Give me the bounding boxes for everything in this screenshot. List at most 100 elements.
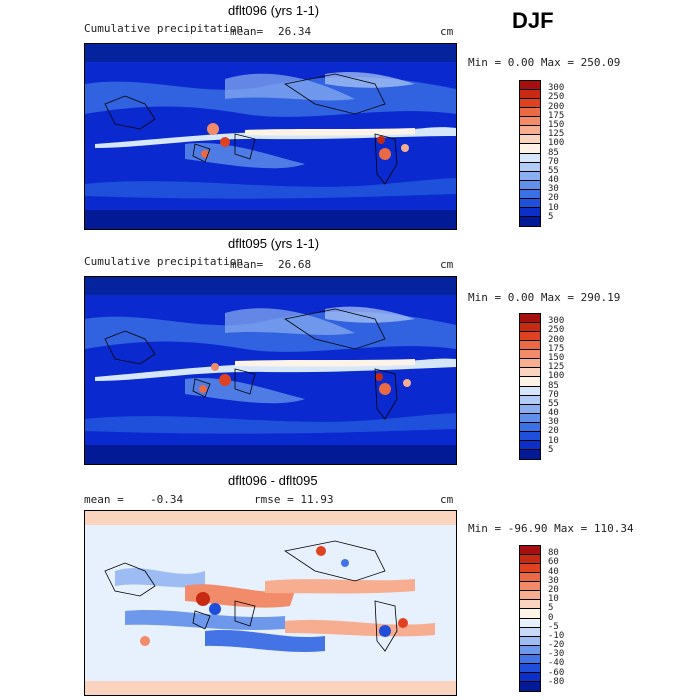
- colorbar-swatch: [520, 618, 540, 628]
- colorbar-swatch: [520, 180, 540, 190]
- colorbar-swatch: [520, 162, 540, 172]
- panel-1-colorbar: [519, 80, 541, 227]
- colorbar-swatch: [520, 368, 540, 378]
- panel-2-range: Min = 0.00 Max = 290.19: [468, 291, 621, 304]
- colorbar-swatch: [520, 573, 540, 583]
- season-label: DJF: [512, 8, 554, 33]
- colorbar-swatch: [520, 627, 540, 637]
- colorbar-tick-label: 20: [548, 193, 559, 204]
- colorbar-swatch: [520, 413, 540, 423]
- colorbar-swatch: [520, 609, 540, 619]
- colorbar-swatch: [520, 198, 540, 208]
- colorbar-tick-label: 70: [548, 389, 559, 400]
- panel-3-range: Min = -96.90 Max = 110.34: [468, 522, 634, 535]
- colorbar-swatch: [520, 99, 540, 109]
- colorbar-tick-label: 10: [548, 594, 559, 605]
- colorbar-tick-label: -30: [548, 649, 565, 660]
- colorbar-tick-label: -10: [548, 630, 565, 641]
- colorbar-swatch: [520, 90, 540, 100]
- colorbar-swatch: [520, 314, 540, 324]
- panel-3-units: cm: [440, 493, 454, 506]
- colorbar-tick-label: 175: [548, 343, 565, 354]
- panel-3-mean-value: -0.34: [150, 493, 184, 506]
- colorbar-tick-label: 30: [548, 575, 559, 586]
- colorbar-swatch: [520, 582, 540, 592]
- colorbar-tick-label: 85: [548, 147, 559, 158]
- colorbar-tick-label: 10: [548, 202, 559, 213]
- colorbar-swatch: [520, 81, 540, 91]
- colorbar-swatch: [520, 332, 540, 342]
- colorbar-tick-label: 150: [548, 352, 565, 363]
- panel-1-range: Min = 0.00 Max = 250.09: [468, 56, 621, 69]
- colorbar-tick-label: 10: [548, 435, 559, 446]
- colorbar-tick-label: 30: [548, 184, 559, 195]
- panel-1-stat-label: mean=: [230, 25, 264, 38]
- panel-1-map: [84, 43, 457, 230]
- panel-3-colorbar-labels: 80 60 40 30 20 10 5 0 -5 -10 -20 -30 -40 -60 -80: [548, 545, 578, 692]
- colorbar-swatch: [520, 663, 540, 673]
- colorbar-swatch: [520, 144, 540, 154]
- colorbar-tick-label: 300: [548, 83, 565, 94]
- colorbar-tick-label: 150: [548, 119, 565, 130]
- panel-2-colorbar: [519, 313, 541, 460]
- colorbar-swatch: [520, 681, 540, 691]
- colorbar-tick-label: 5: [548, 603, 554, 614]
- colorbar-tick-label: 55: [548, 398, 559, 409]
- colorbar-tick-label: 70: [548, 156, 559, 167]
- panel-3-colorbar: [519, 545, 541, 692]
- colorbar-tick-label: -40: [548, 658, 565, 669]
- colorbar-swatch: [520, 359, 540, 369]
- colorbar-tick-label: 40: [548, 566, 559, 577]
- colorbar-swatch: [520, 386, 540, 396]
- colorbar-tick-label: 85: [548, 380, 559, 391]
- panel-2-stat-label: mean=: [230, 258, 264, 271]
- colorbar-swatch: [520, 108, 540, 118]
- colorbar-swatch: [520, 323, 540, 333]
- panel-1-variable: Cumulative precipitation: [84, 22, 243, 35]
- colorbar-swatch: [520, 126, 540, 136]
- colorbar-tick-label: 40: [548, 408, 559, 419]
- colorbar-tick-label: 55: [548, 165, 559, 176]
- colorbar-tick-label: -20: [548, 640, 565, 651]
- colorbar-tick-label: 175: [548, 110, 565, 121]
- colorbar-swatch: [520, 654, 540, 664]
- colorbar-swatch: [520, 600, 540, 610]
- colorbar-swatch: [520, 341, 540, 351]
- panel-2-map-field: [85, 277, 456, 464]
- colorbar-tick-label: 5: [548, 211, 554, 222]
- panel-3-title: dflt096 - dflt095: [228, 473, 318, 488]
- colorbar-tick-label: 20: [548, 426, 559, 437]
- colorbar-swatch: [520, 672, 540, 682]
- colorbar-tick-label: 20: [548, 584, 559, 595]
- colorbar-swatch: [520, 377, 540, 387]
- panel-3-mean-label: mean =: [84, 493, 124, 506]
- colorbar-tick-label: 300: [548, 316, 565, 327]
- colorbar-swatch: [520, 404, 540, 414]
- panel-3-rmse: rmse = 11.93: [254, 493, 334, 506]
- colorbar-swatch: [520, 431, 540, 441]
- panel-2-colorbar-labels: 300 250 200 175 150 125 100 85 70 55 40 30 20 10 5: [548, 313, 578, 460]
- colorbar-swatch: [520, 135, 540, 145]
- panel-3-map: [84, 510, 457, 696]
- colorbar-swatch: [520, 350, 540, 360]
- colorbar-swatch: [520, 153, 540, 163]
- colorbar-tick-label: 250: [548, 92, 565, 103]
- panel-1-units: cm: [440, 25, 454, 38]
- panel-1-colorbar-labels: 300 250 200 175 150 125 100 85 70 55 40 30 20 10 5: [548, 80, 578, 227]
- panel-2-stat-value: 26.68: [278, 258, 312, 271]
- colorbar-swatch: [520, 422, 540, 432]
- colorbar-tick-label: -80: [548, 676, 565, 687]
- colorbar-swatch: [520, 216, 540, 226]
- colorbar-tick-label: -5: [548, 621, 559, 632]
- panel-3-map-field: [85, 511, 456, 695]
- colorbar-swatch: [520, 440, 540, 450]
- colorbar-tick-label: 100: [548, 138, 565, 149]
- panel-1-map-field: [85, 44, 456, 229]
- colorbar-tick-label: 5: [548, 444, 554, 455]
- colorbar-tick-label: 100: [548, 371, 565, 382]
- colorbar-swatch: [520, 555, 540, 565]
- colorbar-swatch: [520, 564, 540, 574]
- colorbar-tick-label: 125: [548, 129, 565, 140]
- colorbar-tick-label: 40: [548, 175, 559, 186]
- colorbar-tick-label: -60: [548, 667, 565, 678]
